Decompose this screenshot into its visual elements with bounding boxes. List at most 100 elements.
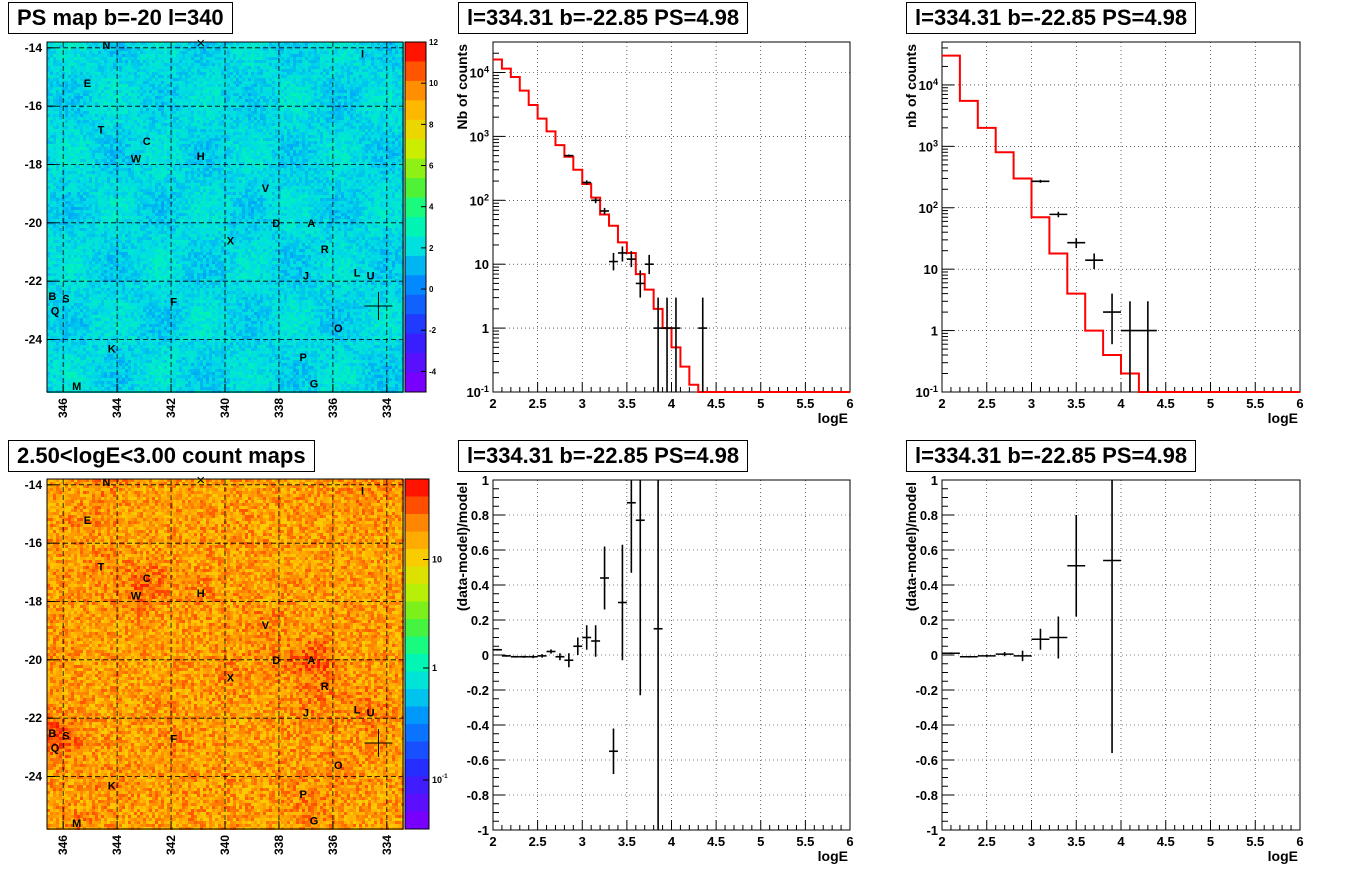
source-label-o: O bbox=[334, 323, 343, 335]
source-label-m: M bbox=[72, 381, 81, 393]
source-label-h: H bbox=[197, 588, 205, 600]
map-y-tick-label: -22 bbox=[25, 711, 43, 725]
y-tick-label: -0.6 bbox=[916, 753, 938, 768]
y-tick-label: 1 bbox=[482, 473, 489, 488]
residual-panel-left: 2 2.5 3 3.5 4 4.5 5 5.5 6-1-0.8-0.6-0.4-0.200.20… bbox=[454, 473, 854, 864]
x-tick-label: 4.5 bbox=[1157, 834, 1175, 849]
map-y-tick-label: -16 bbox=[25, 99, 43, 113]
x-tick-label: 4.5 bbox=[707, 396, 725, 411]
map-panel-top: 346 344 342 340 338 336 334-14-16-18-20-22-24N… bbox=[25, 40, 404, 418]
source-label-n: N bbox=[102, 40, 110, 52]
y-tick-label: 10 bbox=[924, 262, 938, 277]
source-label-d: D bbox=[272, 655, 280, 667]
source-label-r: R bbox=[321, 244, 329, 256]
map-panel-bottom: 346 344 342 340 338 336 334-14-16-18-20-22-24N… bbox=[25, 477, 404, 855]
x-tick-label: 5.5 bbox=[796, 396, 814, 411]
colorbar-tick-label: 0 bbox=[429, 285, 434, 294]
colorbar-tick-label: -4 bbox=[429, 367, 437, 376]
y-axis-label: Nb of counts bbox=[454, 44, 470, 130]
source-label-g: G bbox=[310, 815, 319, 827]
source-label-r: R bbox=[321, 681, 329, 693]
x-axis-label: logE bbox=[818, 848, 848, 864]
x-tick-label: 2.5 bbox=[978, 834, 996, 849]
y-tick-label: 0 bbox=[931, 648, 938, 663]
map-x-tick-label: 346 bbox=[56, 835, 70, 855]
y-tick-label: 1 bbox=[931, 324, 938, 339]
x-tick-label: 6 bbox=[846, 396, 853, 411]
x-tick-label: 4.5 bbox=[1157, 396, 1175, 411]
colorbar-tick-label: 10 bbox=[432, 555, 442, 565]
map-bottom-title: 2.50<logE<3.00 count maps bbox=[8, 440, 315, 472]
x-tick-label: 5 bbox=[757, 834, 764, 849]
y-tick-label: -0.8 bbox=[467, 788, 489, 803]
x-tick-label: 3 bbox=[579, 396, 586, 411]
colorbar-tick-label: 4 bbox=[429, 203, 434, 212]
source-label-k: K bbox=[108, 343, 116, 355]
source-label-e: E bbox=[84, 515, 91, 527]
map-y-tick-label: -16 bbox=[25, 536, 43, 550]
source-label-s: S bbox=[62, 731, 69, 743]
source-label-w: W bbox=[131, 591, 142, 603]
source-label-j: J bbox=[303, 270, 309, 282]
y-tick-label: -0.4 bbox=[467, 718, 490, 733]
x-tick-label: 2 bbox=[938, 834, 945, 849]
x-tick-label: 3.5 bbox=[1067, 396, 1085, 411]
colorbar-tick-label: 10 bbox=[429, 79, 438, 88]
map-x-tick-label: 342 bbox=[164, 835, 178, 855]
source-label-u: U bbox=[367, 707, 375, 719]
colorbar-tick-label: -2 bbox=[429, 326, 437, 335]
map-x-tick-label: 344 bbox=[110, 398, 124, 418]
x-tick-label: 2 bbox=[938, 396, 945, 411]
source-label-v: V bbox=[262, 183, 270, 195]
map-y-tick-label: -22 bbox=[25, 274, 43, 288]
source-label-w: W bbox=[131, 154, 142, 166]
source-label-b: B bbox=[48, 291, 56, 303]
y-tick-label: -0.6 bbox=[467, 753, 489, 768]
y-tick-label: 0.8 bbox=[920, 508, 938, 523]
map-x-tick-label: 340 bbox=[218, 398, 232, 418]
source-label-c: C bbox=[143, 573, 151, 585]
source-label-x: X bbox=[227, 672, 235, 684]
source-label-p: P bbox=[300, 789, 307, 801]
y-tick-label: 0.4 bbox=[471, 578, 490, 593]
x-axis-label: logE bbox=[818, 410, 848, 426]
x-tick-label: 4 bbox=[668, 834, 676, 849]
x-tick-label: 5 bbox=[1207, 834, 1214, 849]
y-tick-label: 0.6 bbox=[471, 543, 489, 558]
source-label-v: V bbox=[262, 620, 270, 632]
source-label-m: M bbox=[72, 818, 81, 830]
y-tick-label: 0.8 bbox=[471, 508, 489, 523]
x-tick-label: 3 bbox=[579, 834, 586, 849]
y-tick-label: 104 bbox=[918, 77, 938, 93]
y-tick-label: -1 bbox=[926, 823, 938, 838]
y-axis-label: (data-model)/model bbox=[454, 482, 470, 611]
spectrum-right-title: l=334.31 b=-22.85 PS=4.98 bbox=[906, 2, 1196, 34]
x-tick-label: 3 bbox=[1028, 834, 1035, 849]
y-tick-label: 10-1 bbox=[915, 384, 938, 400]
colorbar-tick-label: 6 bbox=[429, 162, 434, 171]
source-label-p: P bbox=[300, 352, 307, 364]
x-tick-label: 3.5 bbox=[1067, 834, 1085, 849]
x-tick-label: 5.5 bbox=[1246, 396, 1264, 411]
x-tick-label: 2.5 bbox=[978, 396, 996, 411]
map-y-tick-label: -24 bbox=[25, 333, 43, 347]
map-y-tick-label: -18 bbox=[25, 595, 43, 609]
x-tick-label: 5.5 bbox=[796, 834, 814, 849]
source-label-q: Q bbox=[51, 305, 60, 317]
y-tick-label: 1 bbox=[931, 473, 938, 488]
source-label-x: X bbox=[227, 235, 235, 247]
x-tick-label: 3.5 bbox=[618, 396, 636, 411]
source-label-f: F bbox=[170, 734, 177, 746]
source-label-k: K bbox=[108, 780, 116, 792]
source-label-s: S bbox=[62, 294, 69, 306]
y-tick-label: -0.4 bbox=[916, 718, 939, 733]
colorbar-tick-label: 2 bbox=[429, 244, 434, 253]
x-tick-label: 4 bbox=[1117, 834, 1125, 849]
source-label-b: B bbox=[48, 728, 56, 740]
map-x-tick-label: 338 bbox=[272, 398, 286, 418]
source-label-g: G bbox=[310, 378, 319, 390]
map-x-tick-label: 336 bbox=[326, 398, 340, 418]
y-tick-label: 10-1 bbox=[466, 384, 489, 400]
